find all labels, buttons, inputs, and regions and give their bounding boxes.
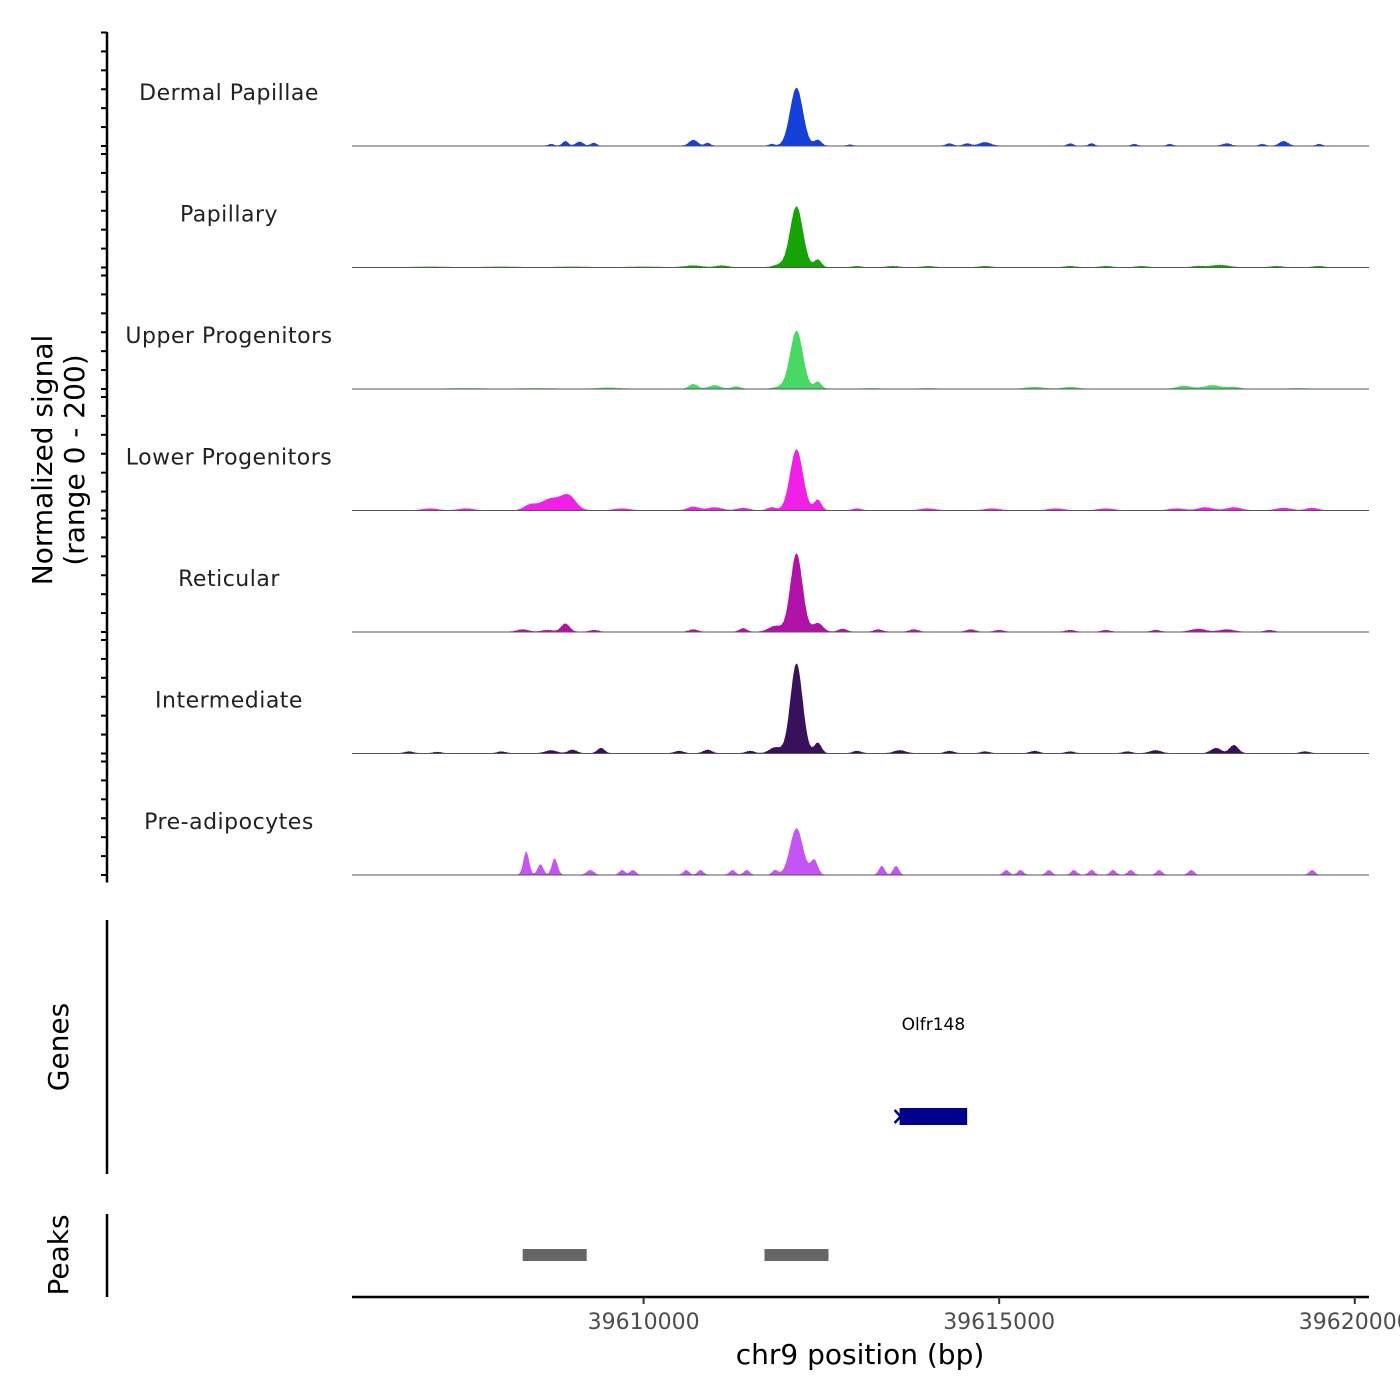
genes-track-title: Genes (42, 1003, 75, 1091)
x-axis-ticks: 39610000 39615000 39620000 (588, 1297, 1400, 1335)
track-label: Intermediate (155, 689, 303, 714)
y-axis-title-line1: Normalized signal (26, 335, 59, 586)
coverage-area (352, 449, 1369, 511)
coverage-area (352, 663, 1369, 754)
x-tick-label: 39620000 (1299, 1310, 1400, 1335)
coverage-track: Intermediate (155, 663, 1369, 754)
coverage-area (352, 87, 1369, 146)
coverage-track: Dermal Papillae (139, 81, 1369, 147)
track-label: Pre-adipocytes (144, 810, 314, 835)
track-label: Reticular (178, 567, 280, 592)
peaks-track: Peaks (42, 1214, 829, 1297)
peaks-track-title: Peaks (42, 1214, 75, 1295)
gene-label: Olfr148 (902, 1015, 966, 1035)
x-axis-title: chr9 position (bp) (736, 1338, 985, 1371)
coverage-area (352, 553, 1369, 632)
peak-region (522, 1249, 587, 1261)
coverage-area (352, 206, 1369, 268)
track-label: Dermal Papillae (139, 81, 319, 106)
genes-track: Genes Olfr148 (42, 920, 968, 1174)
gene-model: Olfr148 (893, 1015, 968, 1125)
coverage-track: Papillary (180, 203, 1369, 268)
coverage-track: Reticular (178, 553, 1369, 633)
gene-exon (899, 1108, 968, 1125)
coverage-track: Lower Progenitors (126, 446, 1369, 511)
coverage-y-axis (101, 31, 109, 883)
peak-regions (522, 1249, 829, 1261)
x-tick-label: 39610000 (588, 1310, 700, 1335)
track-label: Lower Progenitors (126, 446, 332, 471)
track-label: Upper Progenitors (125, 324, 332, 349)
x-tick-label: 39615000 (943, 1310, 1055, 1335)
gene-strand-arrow (893, 1109, 903, 1124)
peak-region (764, 1249, 829, 1261)
coverage-area (352, 828, 1369, 875)
y-axis-title: Normalized signal (range 0 - 200) (26, 335, 91, 586)
track-label: Papillary (180, 203, 278, 228)
gene-models: Olfr148 (893, 1015, 968, 1125)
coverage-tracks: Dermal Papillae Papillary Upper Progenitor… (125, 81, 1369, 876)
coverage-track: Pre-adipocytes (144, 810, 1369, 876)
y-axis-title-line2: (range 0 - 200) (58, 354, 91, 565)
x-axis: 39610000 39615000 39620000 chr9 position (… (352, 1295, 1400, 1371)
coverage-track: Upper Progenitors (125, 324, 1369, 390)
coverage-area (352, 330, 1369, 389)
